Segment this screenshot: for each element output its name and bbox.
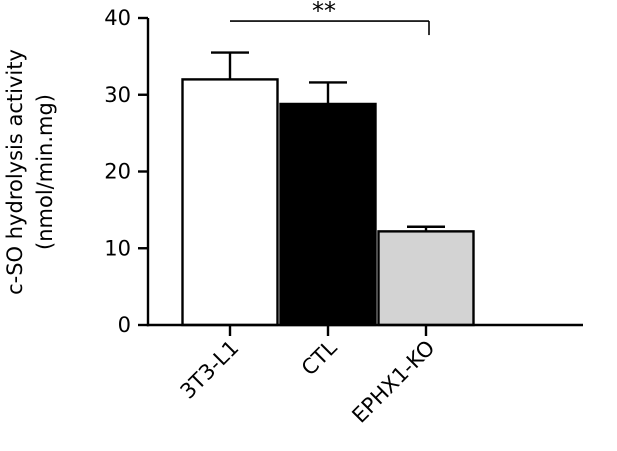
y-tick-label-20: 20 <box>104 160 131 184</box>
y-tick-label-0: 0 <box>118 313 131 337</box>
bar-ctl <box>279 102 377 327</box>
significance-label: ** <box>312 0 336 25</box>
x-tick-label-ctl: CTL <box>297 335 342 380</box>
bar-ephx1-ko <box>377 230 475 327</box>
bar-3t3-l1 <box>181 78 279 327</box>
y-axis-title-line2: (nmol/min.mg) <box>33 94 57 250</box>
y-tick-label-10: 10 <box>104 236 131 260</box>
x-tick-label-3t3-l1: 3T3-L1 <box>176 336 244 404</box>
y-axis-title: c-SO hydrolysis activity (nmol/min.mg) <box>3 49 57 295</box>
x-tick-label-ephx1-ko: EPHX1-KO <box>347 336 439 428</box>
y-tick-label-40: 40 <box>104 6 131 30</box>
y-tick-label-30: 30 <box>104 83 131 107</box>
y-axis-title-line1: c-SO hydrolysis activity <box>3 49 27 295</box>
plot-area: 0 10 20 30 40 3T3-L1 CTL EPHX1-KO ** <box>104 0 583 428</box>
